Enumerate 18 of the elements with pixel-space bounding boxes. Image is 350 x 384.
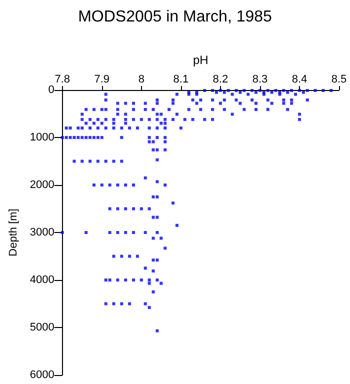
x-tick-label: 7.8 (54, 74, 70, 86)
x-tick-label: 8.4 (292, 74, 308, 86)
x-tick-label: 8.5 (331, 74, 347, 86)
y-tick-label: 5000 (30, 322, 54, 334)
x-axis-title: pH (193, 53, 208, 67)
y-tick-label: 4000 (30, 274, 54, 286)
x-tick-label: 8.2 (212, 74, 228, 86)
y-tick-label: 0 (48, 84, 54, 96)
x-tick-label: 8 (138, 74, 144, 86)
x-tick-label: 8.3 (252, 74, 268, 86)
x-tick-label: 8.1 (173, 74, 189, 86)
x-tick-label: 7.9 (94, 74, 110, 86)
y-tick-label: 1000 (30, 132, 54, 144)
y-tick-label: 6000 (30, 369, 54, 381)
y-axis-title: Depth [m] (8, 208, 20, 256)
y-tick-label: 2000 (30, 179, 54, 191)
chart-title: MODS2005 in March, 1985 (78, 8, 272, 26)
y-tick-label: 3000 (30, 226, 54, 238)
